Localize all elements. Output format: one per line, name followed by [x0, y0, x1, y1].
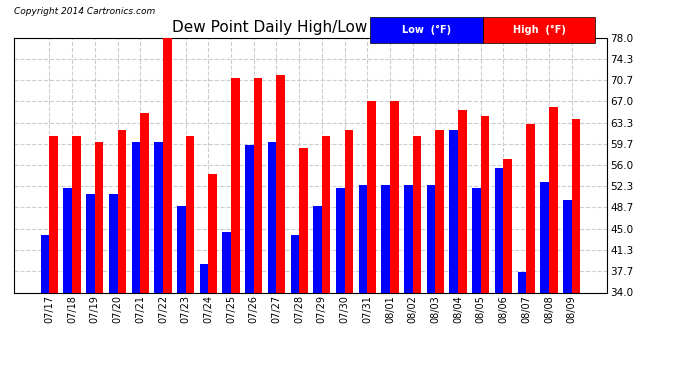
Bar	[231, 78, 239, 375]
Bar	[245, 145, 254, 375]
Bar	[336, 188, 344, 375]
Bar	[299, 148, 308, 375]
Bar	[549, 107, 558, 375]
Bar	[481, 116, 489, 375]
Bar	[163, 38, 172, 375]
Text: Low  (°F): Low (°F)	[402, 25, 451, 35]
Bar	[518, 272, 526, 375]
Bar	[72, 136, 81, 375]
Bar	[140, 113, 149, 375]
FancyBboxPatch shape	[370, 17, 482, 43]
Bar	[359, 185, 367, 375]
Text: High  (°F): High (°F)	[513, 25, 565, 35]
Bar	[117, 130, 126, 375]
Bar	[344, 130, 353, 375]
Bar	[413, 136, 422, 375]
Bar	[313, 206, 322, 375]
Bar	[86, 194, 95, 375]
Bar	[208, 174, 217, 375]
Bar	[222, 232, 231, 375]
Bar	[472, 188, 481, 375]
Bar	[177, 206, 186, 375]
Bar	[254, 78, 262, 375]
Bar	[277, 75, 285, 375]
Bar	[41, 234, 50, 375]
Bar	[367, 101, 376, 375]
Bar	[435, 130, 444, 375]
Bar	[540, 182, 549, 375]
Bar	[382, 185, 390, 375]
Bar	[268, 142, 277, 375]
Bar	[390, 101, 399, 375]
Title: Dew Point Daily High/Low 20140810: Dew Point Daily High/Low 20140810	[172, 20, 449, 35]
Bar	[63, 188, 72, 375]
Bar	[458, 110, 466, 375]
Bar	[155, 142, 163, 375]
FancyBboxPatch shape	[482, 17, 595, 43]
Bar	[404, 185, 413, 375]
Text: Copyright 2014 Cartronics.com: Copyright 2014 Cartronics.com	[14, 7, 155, 16]
Bar	[290, 234, 299, 375]
Bar	[526, 124, 535, 375]
Bar	[449, 130, 458, 375]
Bar	[199, 264, 208, 375]
Bar	[132, 142, 140, 375]
Bar	[50, 136, 58, 375]
Bar	[495, 168, 504, 375]
Bar	[322, 136, 331, 375]
Bar	[95, 142, 103, 375]
Bar	[563, 200, 571, 375]
Bar	[504, 159, 512, 375]
Bar	[426, 185, 435, 375]
Bar	[186, 136, 195, 375]
Bar	[571, 118, 580, 375]
Bar	[109, 194, 117, 375]
